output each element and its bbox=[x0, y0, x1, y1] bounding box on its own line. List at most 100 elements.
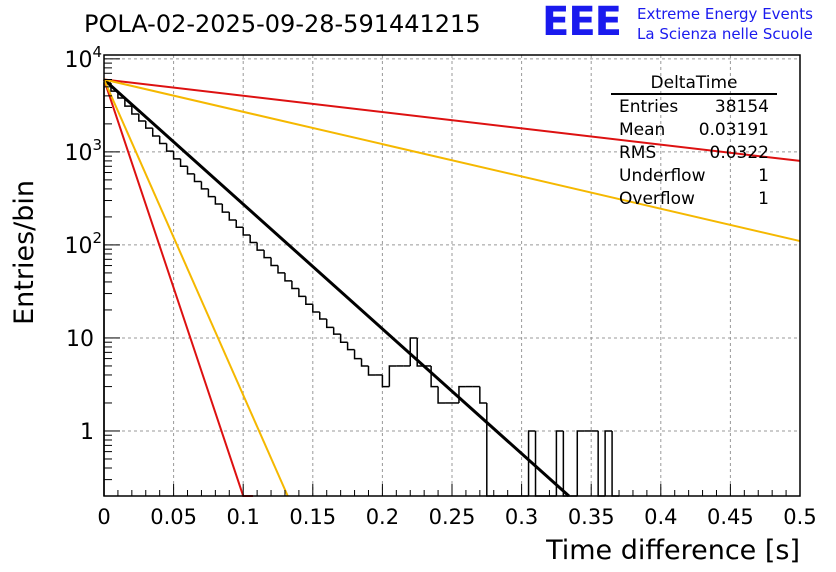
histogram-bin bbox=[388, 365, 397, 387]
histogram-bin bbox=[103, 82, 111, 496]
x-tick-label: 0.3 bbox=[505, 505, 538, 529]
stat-value: 1 bbox=[758, 166, 769, 186]
fit-orange-steep bbox=[103, 79, 289, 497]
y-tick-label: 1 bbox=[80, 420, 94, 445]
fit-black bbox=[102, 78, 570, 498]
logo-line-1: Extreme Energy Events bbox=[637, 5, 813, 23]
histogram-bin bbox=[298, 288, 306, 298]
histogram-bin bbox=[479, 386, 487, 404]
histogram-bin bbox=[221, 204, 230, 213]
histogram-bin bbox=[235, 220, 244, 228]
histogram-bin bbox=[332, 327, 341, 335]
stat-label: Mean bbox=[619, 120, 666, 140]
histogram-bin bbox=[165, 143, 174, 152]
histogram-bin bbox=[534, 430, 543, 497]
histogram-bin bbox=[214, 196, 223, 205]
histogram-bin bbox=[179, 158, 188, 168]
histogram-bin bbox=[527, 430, 536, 496]
grid bbox=[104, 55, 800, 496]
histogram-bin bbox=[249, 234, 258, 244]
stat-row-rms: RMS 0.0322 bbox=[611, 142, 777, 165]
stat-row-underflow: Underflow 1 bbox=[611, 165, 777, 188]
histogram-bin bbox=[409, 337, 418, 366]
x-tick-label: 0.15 bbox=[289, 505, 336, 529]
histogram-bin bbox=[597, 430, 606, 497]
histogram-bin bbox=[131, 106, 139, 115]
eee-logo-text: Extreme Energy Events La Scienza nelle S… bbox=[637, 4, 813, 44]
stat-label: Underflow bbox=[619, 166, 706, 186]
histogram-bin bbox=[172, 151, 181, 160]
histogram-bin bbox=[207, 188, 216, 198]
histogram-bin bbox=[151, 128, 160, 137]
stats-title: DeltaTime bbox=[611, 73, 777, 95]
y-tick-label: 103 bbox=[64, 136, 102, 166]
stat-value: 1 bbox=[758, 189, 769, 209]
y-tick-label: 104 bbox=[64, 43, 102, 73]
histogram-bin bbox=[319, 312, 327, 320]
chart-title: POLA-02-2025-09-28-591441215 bbox=[84, 10, 481, 38]
histogram-bin bbox=[263, 250, 272, 259]
histogram-bin bbox=[576, 430, 585, 496]
histogram-bin bbox=[486, 402, 494, 497]
histogram-bin bbox=[562, 430, 571, 497]
stat-row-overflow: Overflow 1 bbox=[611, 188, 777, 211]
stat-row-entries: Entries 38154 bbox=[611, 96, 777, 119]
histogram-bin bbox=[186, 166, 195, 175]
logo-line-2: La Scienza nelle Scuole bbox=[637, 25, 813, 43]
axes: 0 0.05 0.1 0.15 0.2 0.25 0.3 0.35 0.4 0.45 0.5 1 10 1… bbox=[64, 43, 816, 529]
stat-row-mean: Mean 0.03191 bbox=[611, 119, 777, 142]
histogram-bin bbox=[242, 227, 251, 236]
histogram-bin bbox=[325, 318, 334, 329]
x-tick-label: 0.45 bbox=[707, 505, 754, 529]
x-tick-label: 0.1 bbox=[226, 505, 259, 529]
x-axis-label: Time difference [s] bbox=[545, 535, 800, 566]
histogram-bin bbox=[437, 386, 446, 404]
histogram-bin bbox=[604, 430, 613, 496]
histogram-bin bbox=[360, 358, 369, 367]
x-tick-label: 0.05 bbox=[150, 505, 197, 529]
fit-orange-shallow bbox=[103, 78, 801, 243]
histogram-bin bbox=[284, 272, 292, 282]
histogram-bin bbox=[291, 280, 299, 290]
histogram bbox=[103, 82, 620, 497]
eee-logo-mark: EEE bbox=[542, 0, 622, 45]
stat-value: 0.03191 bbox=[698, 120, 769, 140]
histogram-bin bbox=[158, 136, 167, 145]
histogram-bin bbox=[193, 173, 202, 183]
histogram-bin bbox=[555, 430, 564, 496]
histogram-bin bbox=[367, 365, 376, 376]
y-axis-label: Entries/bin bbox=[9, 180, 40, 325]
histogram-bin bbox=[312, 304, 320, 313]
y-tick-label: 10 bbox=[66, 327, 94, 352]
histogram-bin bbox=[277, 265, 285, 274]
histogram-bin bbox=[228, 212, 237, 221]
histogram-bin bbox=[305, 296, 313, 306]
stat-label: Entries bbox=[619, 97, 679, 117]
fit-red-steep bbox=[103, 79, 253, 497]
x-tick-label: 0.35 bbox=[568, 505, 615, 529]
histogram-bin bbox=[200, 181, 209, 190]
histogram-bin bbox=[256, 242, 265, 251]
histogram-bin bbox=[124, 97, 132, 107]
histogram-bin bbox=[138, 114, 146, 122]
stat-value: 38154 bbox=[714, 97, 769, 117]
histogram-bin bbox=[270, 257, 278, 267]
histogram-bin bbox=[346, 342, 355, 351]
stat-value: 0.0322 bbox=[709, 143, 769, 163]
histogram-bin bbox=[611, 430, 620, 497]
histogram-bin bbox=[145, 120, 153, 129]
x-tick-label: 0.5 bbox=[783, 505, 816, 529]
stat-label: Overflow bbox=[619, 189, 695, 209]
stat-label: RMS bbox=[619, 143, 657, 163]
stats-box: DeltaTime Entries 38154 Mean 0.03191 RMS… bbox=[611, 73, 777, 211]
histogram-bin bbox=[339, 334, 348, 343]
histogram-bin bbox=[353, 349, 362, 360]
x-tick-label: 0.4 bbox=[644, 505, 677, 529]
y-tick-label: 102 bbox=[64, 229, 102, 259]
x-tick-label: 0 bbox=[97, 505, 110, 529]
x-tick-label: 0.2 bbox=[366, 505, 399, 529]
fit-red-shallow bbox=[103, 78, 801, 162]
x-tick-label: 0.25 bbox=[429, 505, 476, 529]
histogram-bin bbox=[381, 374, 390, 388]
